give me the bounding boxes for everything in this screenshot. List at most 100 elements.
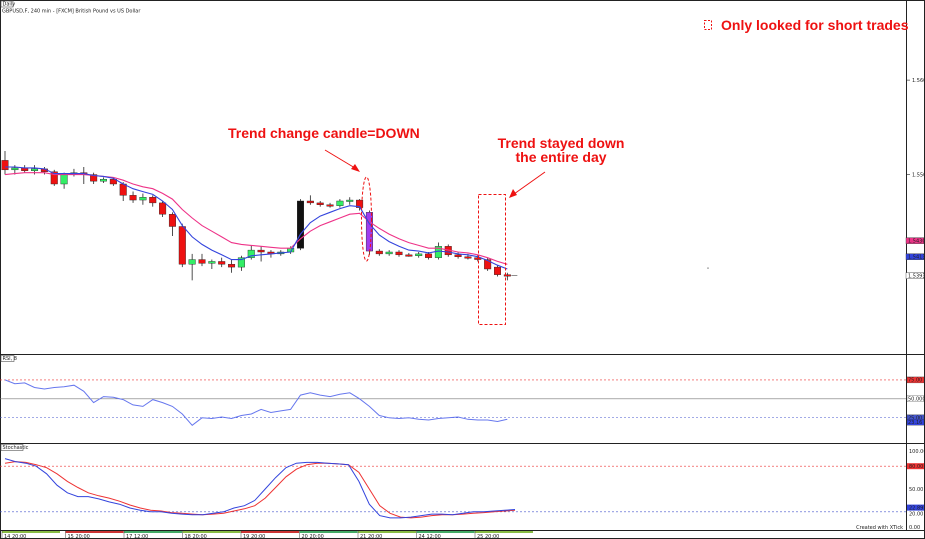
rsi-tag-3 [906,419,925,426]
candle-body-3 [31,168,39,171]
candle-body-6 [60,174,68,185]
arrow-trend-stayed-head-icon [509,189,517,198]
candle-body-19 [188,259,196,265]
candle-body-1 [11,167,19,171]
stoch-tick-label-5: 0.00 [909,525,920,531]
time-tick-label-8: 25 20:00 [477,534,499,539]
stochastic-panel-tab[interactable] [0,444,24,451]
stoch-tick-label-4: 20.00 [909,512,923,518]
ema-fast-line [5,166,508,270]
candle-body-10 [99,179,107,182]
stochastic-panel-label: Stochastic [3,445,29,451]
candle-body-46 [454,254,462,257]
candle-body-38 [375,250,383,255]
moving-averages [4,166,508,270]
candle-body-31 [306,200,314,204]
candle-body-49 [484,259,492,270]
candle-body-39 [385,251,393,255]
price-tags: 1.5430 1.5413 1.5393 [511,237,925,279]
price-tick-label-0: 1.5600 [912,78,925,84]
time-strip-4 [241,531,299,533]
stoch-tick-label-2: 50.00 [909,487,923,493]
symbol-line: GBPUSD,F, 240 min - [FXCM] British Pound… [2,9,141,15]
time-axis: 14 20:00 15 20:00 17 12:00 18 20:00 19 20:00… [1,531,533,539]
ema-slow-line [4,172,508,265]
stoch-tick-label-1: 80.00 [909,464,923,470]
candle-body-17 [168,214,176,227]
candle-body-21 [208,261,216,264]
annotation-trend-stayed-1: Trend stayed down [498,135,625,151]
candle-body-14 [139,197,147,201]
candle-body-47 [464,256,472,259]
candle-body-18 [178,226,186,265]
time-strip-7 [416,531,475,533]
candle-body-22 [218,261,226,265]
trend-change-highlight [361,176,372,262]
stoch-tag-k [907,504,924,511]
candle-body-33 [326,204,334,207]
rsi-panel-label: RSI, 8 [3,356,17,362]
candle-body-13 [129,195,137,201]
down-day-highlight [478,194,506,325]
time-strip-6 [358,531,416,533]
footer-credit: Created with XTick [856,525,903,531]
candle-body-32 [316,202,324,205]
rsi-tick-label-2: 25.00 [908,416,922,422]
candle-body-0 [1,160,9,171]
rsi-tick-label-1: 50.0000 [908,397,925,403]
legend-short-trades: Only looked for short trades [721,17,909,33]
candle-body-23 [228,264,236,268]
stoch-d-line [4,461,516,519]
time-strip-1 [65,531,124,533]
annotations: Only looked for short trades Trend chang… [228,17,909,325]
daily-tab[interactable] [0,0,14,8]
candle-body-50 [494,266,502,275]
rsi-tag-1 [906,395,925,402]
time-tick-label-5: 20 20:00 [302,534,324,539]
rsi-line [4,379,508,426]
stoch-tick-label-0: 100.00 [909,449,925,455]
time-tick-label-4: 19 20:00 [243,534,265,539]
candle-body-51 [503,274,511,277]
price-tick-label-1: 1.5500 [912,172,925,178]
annotation-trend-change: Trend change candle=DOWN [228,125,420,141]
time-tick-label-2: 17 12:00 [126,534,148,539]
rsi-tag-0 [906,376,925,384]
price-axis: 1.5600 1.5500 [906,78,925,178]
price-tag-label-1: 1.5413 [908,255,925,261]
candle-body-40 [395,251,403,256]
time-strip-8 [475,531,533,533]
candle-body-30 [297,200,305,249]
candle-body-42 [415,253,423,256]
arrow-trend-change-icon [324,149,356,169]
time-tick-label-1: 15 20:00 [68,534,90,539]
price-tag-0 [905,237,925,244]
rsi-tick-label-0: 75.00 [908,378,922,384]
rsi-panel-tab[interactable] [0,355,15,362]
price-tag-2 [905,272,925,279]
candle-body-11 [109,179,117,185]
candlesticks [1,150,511,281]
arrow-trend-stayed-icon [513,171,546,195]
stoch-k-line [4,458,516,519]
daily-tab-label: Daily [3,2,16,8]
price-tag-label-2: 1.5393 [908,273,925,279]
time-strip-2 [124,531,182,533]
time-tick-label-0: 14 20:00 [4,534,26,539]
time-strip-3 [182,531,241,533]
candle-body-43 [425,253,433,258]
time-tick-label-6: 21 20:00 [360,534,382,539]
rsi-tick-label-3: 23.16 [908,420,922,426]
annotation-trend-stayed-2: the entire day [515,149,606,165]
price-tag-1 [905,253,925,260]
candle-body-16 [159,202,167,215]
candle-body-25 [247,249,255,258]
legend-dashed-box-icon [704,20,712,30]
time-tick-label-3: 18 20:00 [185,534,207,539]
candle-body-35 [346,199,354,202]
arrow-trend-change-head-icon [351,164,360,172]
